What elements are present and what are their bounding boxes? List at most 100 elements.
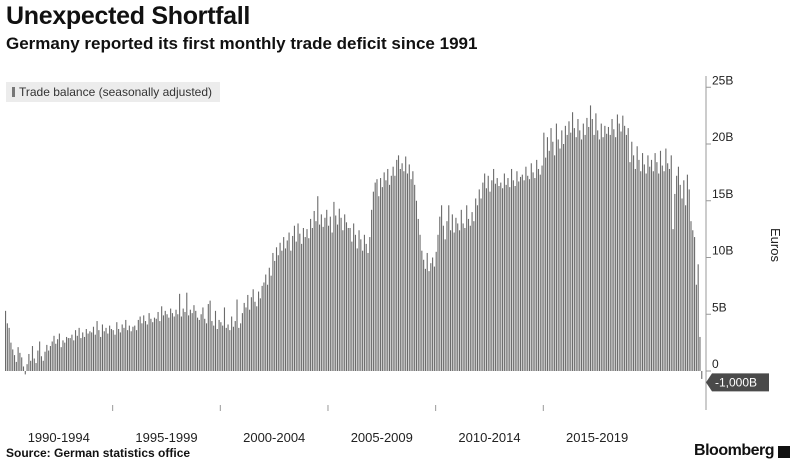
- bar: [19, 352, 21, 371]
- bar: [270, 275, 272, 371]
- bar: [132, 326, 134, 372]
- bar: [365, 243, 367, 371]
- bar: [399, 168, 401, 371]
- source-note: Source: German statistics office: [6, 446, 191, 460]
- bar: [182, 308, 184, 371]
- bar: [641, 153, 644, 371]
- bar: [624, 125, 626, 371]
- bar: [218, 319, 220, 371]
- bar: [372, 191, 374, 371]
- bar: [76, 335, 78, 371]
- bar: [423, 259, 425, 371]
- bar: [509, 187, 511, 371]
- bar: [496, 178, 498, 371]
- bar: [580, 139, 583, 371]
- bar: [85, 329, 87, 371]
- bar: [575, 137, 577, 371]
- bar: [550, 128, 552, 371]
- bar: [37, 350, 39, 371]
- bar: [322, 226, 324, 371]
- bar: [634, 168, 636, 371]
- bar: [80, 338, 82, 371]
- bar: [656, 162, 658, 371]
- y-tick-label: 25B: [712, 73, 733, 87]
- bar: [381, 187, 383, 371]
- bar: [640, 171, 642, 371]
- bar: [204, 318, 206, 371]
- bar: [412, 171, 414, 371]
- bar: [240, 323, 242, 371]
- bar: [157, 311, 159, 371]
- bar: [123, 327, 125, 371]
- bar: [44, 351, 46, 371]
- bar: [71, 334, 73, 371]
- bar: [406, 173, 409, 371]
- bar: [672, 229, 674, 372]
- bar: [437, 234, 439, 371]
- bloomberg-mark-icon: [778, 446, 790, 458]
- bar: [478, 189, 480, 371]
- bar: [439, 216, 441, 371]
- bar: [274, 260, 276, 371]
- bar: [570, 132, 572, 371]
- bar: [597, 130, 599, 371]
- bar: [261, 285, 263, 372]
- bar: [333, 201, 335, 371]
- legend-label: Trade balance (seasonally adjusted): [19, 85, 213, 99]
- bar: [202, 307, 204, 371]
- bar: [144, 321, 147, 371]
- bar: [417, 218, 419, 371]
- bar: [188, 315, 190, 371]
- bar: [175, 309, 177, 371]
- bar: [683, 180, 685, 371]
- bar: [387, 168, 389, 371]
- bar: [290, 250, 292, 371]
- bar: [598, 139, 601, 371]
- bar: [405, 156, 407, 371]
- bar-series: [5, 105, 703, 379]
- bar: [213, 325, 215, 371]
- bar: [8, 327, 10, 371]
- bar: [396, 159, 398, 371]
- bar: [397, 155, 400, 371]
- bar: [319, 224, 321, 371]
- bar: [64, 342, 66, 372]
- bar: [498, 186, 500, 371]
- bar: [378, 196, 380, 371]
- y-tick-label: 0: [712, 357, 719, 371]
- bar: [153, 317, 156, 371]
- bar: [28, 353, 30, 371]
- bar: [471, 212, 473, 371]
- bar: [527, 175, 529, 371]
- bar: [320, 214, 322, 371]
- bar: [688, 189, 690, 371]
- bar: [539, 174, 541, 371]
- bar: [661, 165, 663, 371]
- bar: [584, 134, 586, 371]
- bar: [568, 121, 570, 371]
- bar: [336, 224, 339, 371]
- bar: [433, 266, 435, 371]
- bar: [292, 235, 294, 371]
- bar: [523, 180, 525, 371]
- bar: [625, 134, 627, 371]
- bar: [457, 223, 459, 371]
- bar: [674, 193, 676, 371]
- bar: [686, 174, 688, 371]
- bar: [616, 114, 618, 372]
- bar: [582, 123, 584, 371]
- bar: [134, 325, 136, 371]
- bar: [432, 257, 434, 371]
- bar: [414, 184, 416, 371]
- bar: [555, 123, 557, 371]
- bar: [573, 128, 575, 371]
- bar: [17, 347, 19, 372]
- bar: [494, 183, 496, 371]
- bar: [659, 150, 662, 371]
- bar: [464, 227, 466, 371]
- bar: [137, 319, 139, 371]
- bar: [238, 327, 240, 371]
- bar: [171, 313, 173, 371]
- bar: [371, 209, 373, 371]
- bar: [286, 240, 288, 371]
